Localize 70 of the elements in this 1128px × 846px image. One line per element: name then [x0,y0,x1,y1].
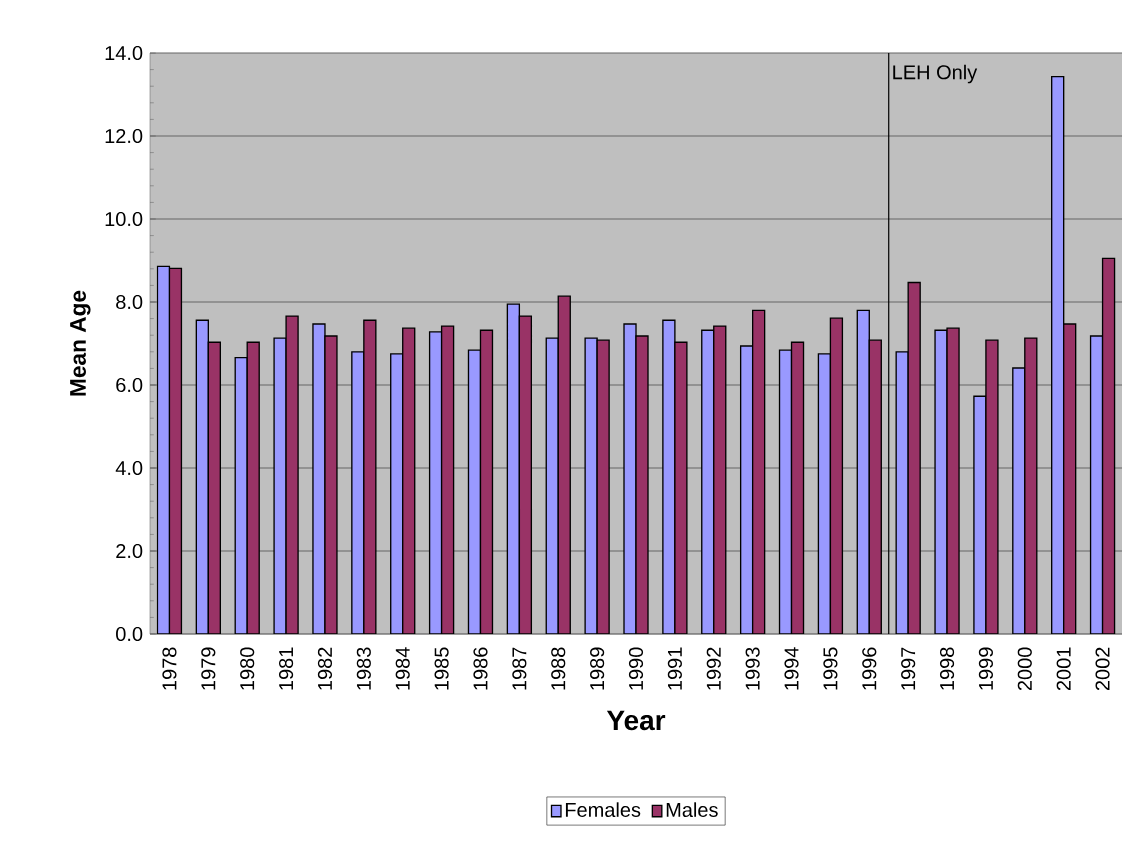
x-tick-label: 1992 [706,647,721,690]
bar [1012,367,1026,635]
bar [790,341,805,635]
bar [156,265,171,635]
bar [557,295,571,635]
x-tick-label: 1987 [512,647,527,690]
x-tick-label: 1984 [395,647,410,690]
bar [701,329,715,635]
x-tick-label: 2000 [1017,647,1032,691]
bar [545,337,559,635]
bar [207,341,221,635]
x-tick-label: 1990 [628,647,644,690]
x-tick-label: 1991 [667,647,682,690]
x-tick-label: 1999 [978,647,993,690]
y-tick-label: 12.0 [105,128,143,144]
y-tick-label: 10.0 [105,211,143,227]
bar [168,267,183,635]
bar [234,356,248,635]
x-tick-label: 1988 [551,647,566,690]
x-tick-label: 1983 [356,647,371,690]
bar [1089,335,1104,635]
y-tick-label: 4.0 [115,460,143,476]
bar [1051,75,1065,635]
bar [829,317,844,635]
bar [402,327,416,635]
bar [518,315,533,635]
x-tick-label: 1996 [862,647,877,690]
bar [506,303,521,635]
x-tick-label: 1993 [745,647,760,690]
bar [467,349,482,635]
y-tick-label: 6.0 [116,377,143,393]
x-axis-title: Year [606,710,666,731]
bar [713,325,727,635]
x-tick-label: 1997 [901,647,916,690]
x-tick-label: 1985 [434,647,449,690]
x-tick-label: 1986 [473,647,488,690]
bar [778,349,793,635]
bar [246,341,260,635]
x-tick-label: 1980 [240,647,255,690]
bar [390,353,404,635]
x-tick-label: 1994 [784,647,799,690]
bar [195,319,209,635]
x-tick-label: 1982 [317,647,333,690]
bar [440,325,455,635]
x-tick-label: 1995 [823,647,838,690]
y-tick-label: 8.0 [116,294,143,310]
legend-label: Females [565,802,641,817]
x-tick-label: 1979 [201,647,216,690]
bar [856,309,870,635]
x-tick-label: 1978 [162,647,177,690]
bar [817,353,832,635]
x-tick-label: 1998 [939,647,955,690]
y-tick-label: 0.0 [116,626,143,642]
bar [751,309,766,635]
y-tick-label: 2.0 [116,543,143,559]
bar [1101,257,1116,635]
y-tick-label: 14.0 [105,45,143,61]
bar [428,331,443,635]
bar [479,329,494,635]
bar [868,339,882,635]
x-tick-label: 2002 [1095,647,1110,691]
bar [1063,323,1077,635]
ref-line-label: LEH Only [893,64,978,84]
x-tick-label: 1989 [590,647,605,690]
y-axis-title: Mean Age [70,290,91,396]
legend-label: Males [666,802,718,817]
x-tick-label: 2001 [1056,647,1071,691]
bar [1024,337,1038,635]
bar [739,345,754,635]
x-tick-label: 1981 [279,647,294,690]
